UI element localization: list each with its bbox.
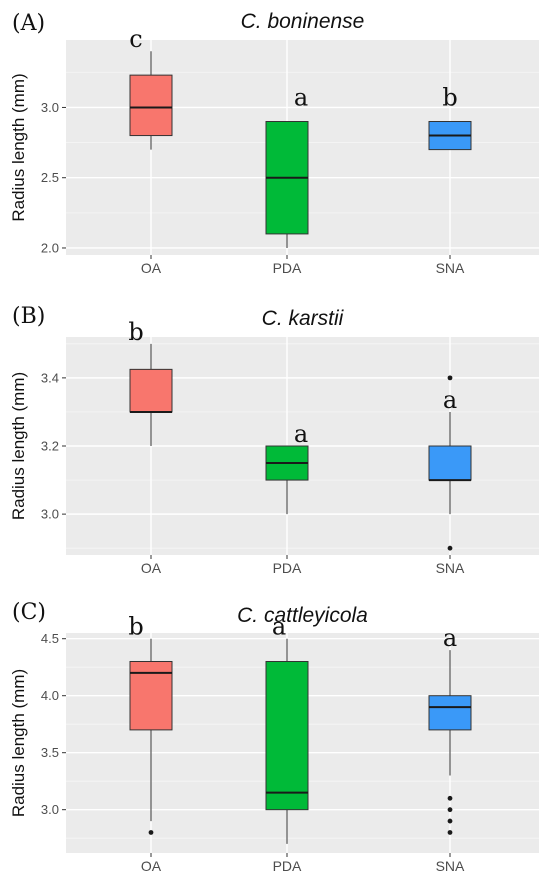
y-tick-label: 2.0 [41, 240, 59, 255]
y-tick-label: 3.5 [41, 745, 59, 760]
box-pda: a [265, 420, 309, 515]
significance-letter: a [443, 624, 457, 652]
x-tick-label: SNA [436, 560, 465, 576]
outlier-point [447, 375, 453, 381]
y-tick-label: 4.5 [41, 631, 59, 646]
x-tick-label: PDA [273, 858, 302, 874]
y-axis-label: Radius length (mm) [9, 73, 28, 221]
y-tick-label: 3.4 [41, 370, 59, 385]
y-tick-label: 2.5 [41, 170, 59, 185]
panel-label: (C) [12, 600, 46, 625]
y-axis-label: Radius length (mm) [9, 669, 28, 817]
outlier-point [447, 818, 453, 824]
significance-letter: b [128, 318, 143, 346]
chart-panel-2: (B) C. karstii 3.0 3.2 3.4 Radius length (mm)… [9, 304, 539, 576]
box-sna: a [428, 375, 472, 551]
box-body [129, 368, 173, 413]
box-oa: b [128, 318, 173, 446]
box-pda: a [265, 84, 309, 248]
chart-title: C. karstii [262, 307, 345, 330]
y-tick-label: 3.0 [41, 507, 59, 522]
significance-letter: b [128, 613, 143, 641]
panel-label: (B) [12, 304, 45, 329]
outlier-point [447, 545, 453, 551]
x-tick-label: PDA [273, 560, 302, 576]
outlier-point [148, 830, 154, 835]
x-tick-label: OA [141, 560, 162, 576]
box-sna: a [428, 624, 472, 835]
outlier-point [447, 807, 453, 813]
y-axis-label: Radius length (mm) [9, 372, 28, 520]
x-tick-label: SNA [436, 260, 465, 276]
box-body [265, 660, 309, 811]
chart-panel-3: (C) C. cattleyicola 3.0 3.5 4.0 4.5 Radius len… [9, 600, 539, 874]
x-tick-label: PDA [273, 260, 302, 276]
box-body [428, 445, 472, 481]
x-tick-label: OA [141, 858, 162, 874]
outlier-point [447, 795, 453, 801]
chart-title: C. cattleyicola [237, 604, 368, 627]
significance-letter: a [294, 420, 308, 448]
box-body [428, 695, 472, 731]
box-body [129, 660, 173, 731]
box-sna: b [428, 84, 472, 151]
y-tick-label: 4.0 [41, 688, 59, 703]
panel-label: (A) [12, 11, 45, 36]
box-pda: a [265, 613, 309, 844]
significance-letter: a [272, 613, 286, 641]
y-tick-label: 3.2 [41, 439, 59, 454]
significance-letter: a [294, 84, 308, 112]
significance-letter: c [129, 25, 142, 53]
box-oa: b [128, 613, 173, 835]
box-oa: c [129, 25, 173, 150]
significance-letter: a [443, 386, 457, 414]
significance-letter: b [442, 84, 457, 112]
box-body [129, 74, 173, 137]
outlier-point [447, 830, 453, 835]
y-tick-label: 3.0 [41, 802, 59, 817]
chart-title: C. boninense [241, 10, 365, 33]
chart-panel-1: (A) C. boninense 2.0 2.5 3.0 Radius length (m… [9, 10, 539, 276]
x-tick-label: OA [141, 260, 162, 276]
y-tick-label: 3.0 [41, 100, 59, 115]
x-tick-label: SNA [436, 858, 465, 874]
